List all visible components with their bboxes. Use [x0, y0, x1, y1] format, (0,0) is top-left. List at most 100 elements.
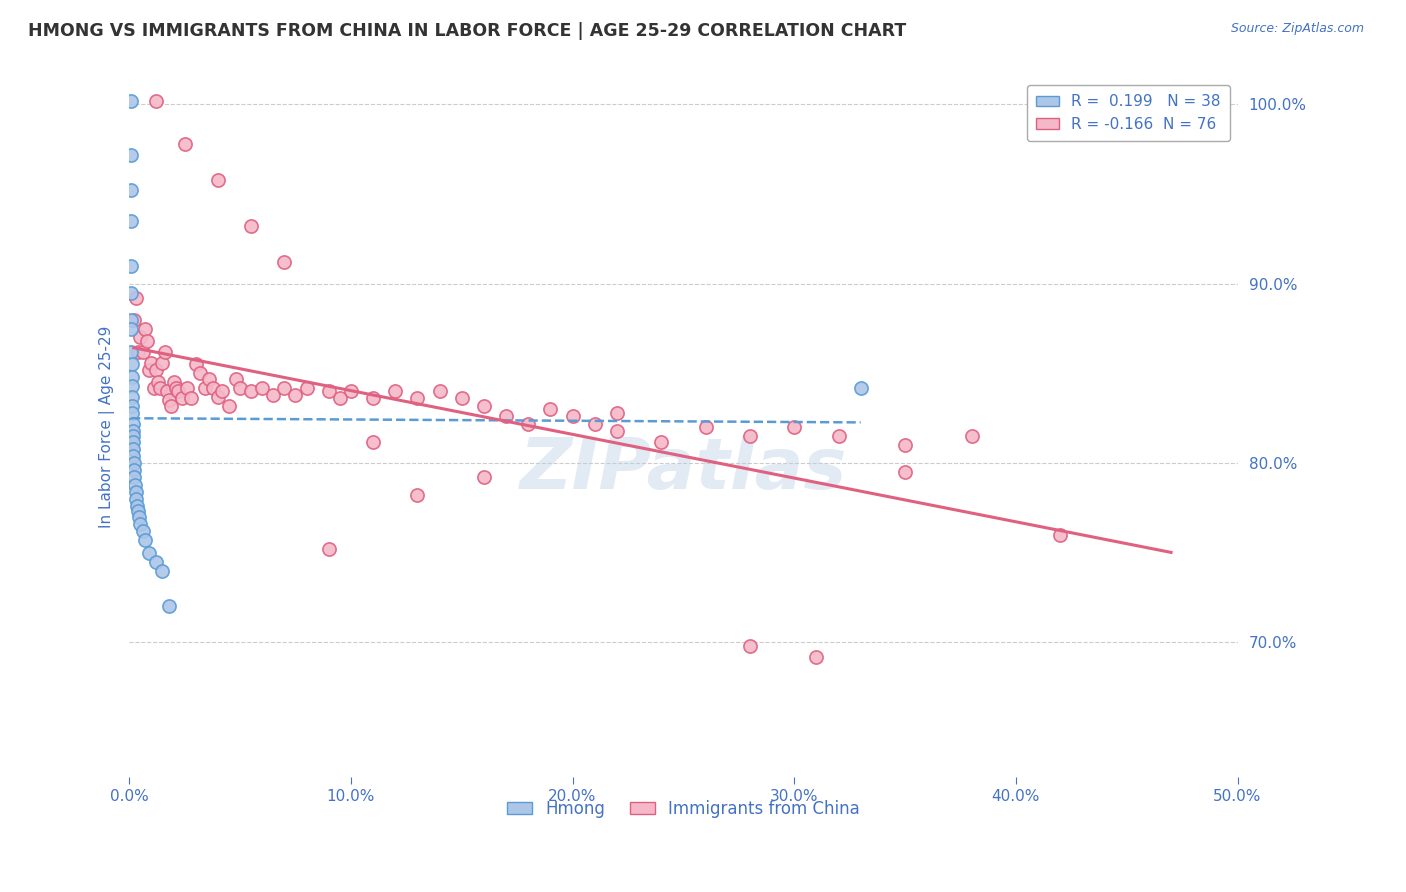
- Point: [252, 381, 274, 395]
- Point: [122, 449, 145, 463]
- Point: [162, 376, 184, 390]
- Text: Source: ZipAtlas.com: Source: ZipAtlas.com: [1230, 22, 1364, 36]
- Point: [894, 465, 917, 479]
- Point: [121, 379, 143, 393]
- Point: [122, 456, 145, 470]
- Point: [561, 409, 583, 424]
- Point: [129, 516, 152, 531]
- Point: [273, 255, 295, 269]
- Point: [121, 434, 143, 449]
- Point: [127, 504, 149, 518]
- Point: [134, 533, 156, 548]
- Point: [167, 384, 190, 399]
- Point: [149, 381, 172, 395]
- Y-axis label: In Labor Force | Age 25-29: In Labor Force | Age 25-29: [100, 326, 115, 528]
- Point: [152, 564, 174, 578]
- Point: [131, 524, 153, 538]
- Point: [738, 429, 761, 443]
- Point: [146, 376, 169, 390]
- Point: [121, 358, 143, 372]
- Point: [176, 381, 198, 395]
- Point: [384, 384, 406, 399]
- Point: [202, 381, 225, 395]
- Point: [340, 384, 363, 399]
- Point: [472, 470, 495, 484]
- Point: [120, 147, 142, 161]
- Point: [121, 399, 143, 413]
- Point: [207, 390, 229, 404]
- Point: [273, 381, 295, 395]
- Point: [827, 429, 849, 443]
- Point: [122, 312, 145, 326]
- Point: [122, 470, 145, 484]
- Point: [960, 429, 983, 443]
- Text: HMONG VS IMMIGRANTS FROM CHINA IN LABOR FORCE | AGE 25-29 CORRELATION CHART: HMONG VS IMMIGRANTS FROM CHINA IN LABOR …: [28, 22, 907, 40]
- Point: [361, 392, 384, 406]
- Point: [262, 388, 284, 402]
- Point: [120, 259, 142, 273]
- Point: [121, 344, 143, 359]
- Point: [122, 442, 145, 456]
- Point: [695, 420, 717, 434]
- Point: [406, 392, 429, 406]
- Point: [145, 94, 167, 108]
- Legend: Hmong, Immigrants from China: Hmong, Immigrants from China: [501, 793, 866, 824]
- Point: [894, 438, 917, 452]
- Point: [145, 555, 167, 569]
- Point: [361, 434, 384, 449]
- Point: [429, 384, 451, 399]
- Point: [121, 429, 143, 443]
- Point: [472, 399, 495, 413]
- Point: [121, 321, 143, 335]
- Point: [129, 330, 152, 344]
- Point: [134, 321, 156, 335]
- Point: [131, 344, 153, 359]
- Point: [120, 94, 142, 108]
- Point: [120, 285, 142, 300]
- Point: [295, 381, 318, 395]
- Point: [606, 424, 628, 438]
- Point: [173, 136, 195, 151]
- Point: [184, 358, 207, 372]
- Point: [606, 406, 628, 420]
- Point: [120, 312, 142, 326]
- Point: [121, 424, 143, 438]
- Point: [240, 384, 263, 399]
- Point: [165, 381, 187, 395]
- Point: [127, 344, 149, 359]
- Point: [157, 599, 180, 614]
- Point: [783, 420, 806, 434]
- Point: [495, 409, 517, 424]
- Point: [138, 546, 160, 560]
- Point: [142, 381, 165, 395]
- Point: [160, 399, 183, 413]
- Point: [849, 381, 872, 395]
- Point: [318, 384, 340, 399]
- Point: [120, 183, 142, 197]
- Point: [198, 372, 221, 386]
- Point: [240, 219, 263, 234]
- Point: [121, 406, 143, 420]
- Point: [225, 372, 247, 386]
- Point: [180, 392, 202, 406]
- Point: [145, 363, 167, 377]
- Point: [125, 499, 148, 513]
- Point: [318, 542, 340, 557]
- Point: [128, 509, 150, 524]
- Point: [125, 291, 148, 305]
- Point: [152, 355, 174, 369]
- Point: [125, 484, 148, 499]
- Point: [207, 172, 229, 186]
- Point: [450, 392, 472, 406]
- Point: [188, 367, 211, 381]
- Point: [583, 417, 606, 431]
- Point: [172, 392, 194, 406]
- Point: [1049, 528, 1071, 542]
- Point: [229, 381, 252, 395]
- Point: [153, 344, 176, 359]
- Point: [806, 649, 828, 664]
- Point: [141, 355, 163, 369]
- Point: [121, 417, 143, 431]
- Point: [738, 639, 761, 653]
- Point: [517, 417, 540, 431]
